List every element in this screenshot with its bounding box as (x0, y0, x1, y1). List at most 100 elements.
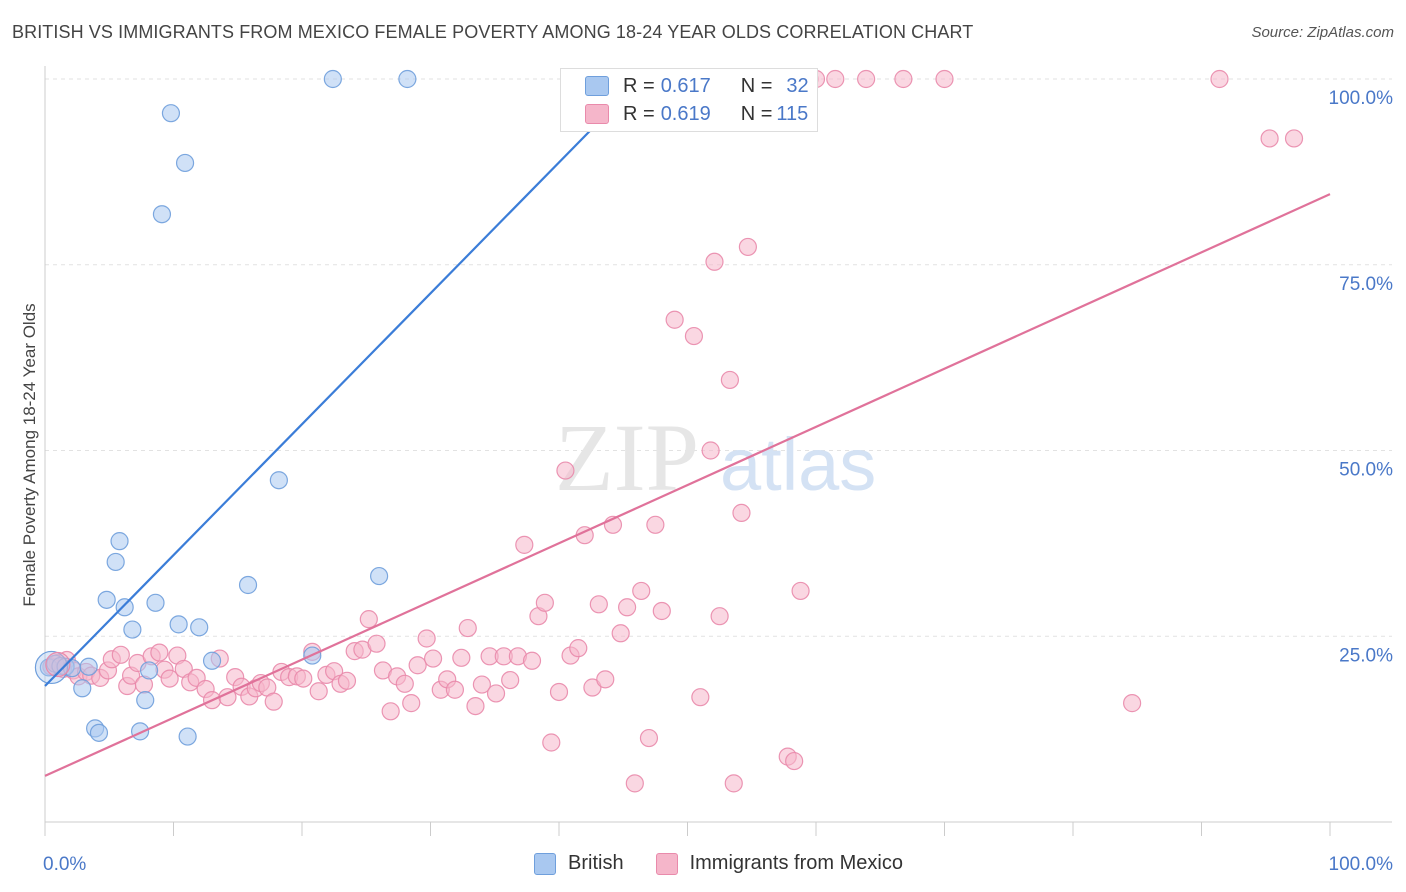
mexico-point (402, 694, 421, 713)
mexico-point (535, 593, 554, 612)
british-legend-swatch (534, 852, 556, 875)
y-tick-label-25: 25.0% (1339, 645, 1393, 666)
british-cluster-point (34, 650, 69, 685)
x-tick-label-0: 0.0% (43, 854, 86, 875)
legend-item-british[interactable]: British (534, 852, 624, 875)
legend-row-mexico: R = 0.619 N = 115 (585, 100, 808, 128)
legend-row-british: R = 0.617 N = 32 (585, 72, 809, 100)
mexico-point (646, 515, 665, 534)
mexico-point (423, 649, 443, 668)
british-legend-label: British (568, 852, 624, 874)
series-legend: British Immigrants from Mexico (534, 852, 935, 875)
mexico-point (1284, 129, 1304, 148)
mexico-point (486, 684, 506, 703)
mexico-point (732, 503, 751, 523)
mexico-point (738, 237, 757, 257)
british-point (97, 590, 116, 609)
watermark: ZIP atlas (555, 404, 876, 511)
british-point (106, 552, 125, 572)
mexico-point (309, 682, 328, 701)
mexico-trend-line (44, 193, 1331, 777)
mexico-point (408, 656, 427, 675)
tick-labels: 0.0% 100.0% 25.0% 50.0% 75.0% 100.0% (43, 88, 1393, 875)
legend-item-mexico[interactable]: Immigrants from Mexico (655, 852, 903, 875)
british-point (269, 471, 288, 490)
british-point (370, 566, 389, 586)
mexico-point (652, 601, 671, 621)
correlation-legend: R = 0.617 N = 32 R = 0.619 N = 115 (560, 68, 818, 132)
mexico-point (472, 675, 491, 694)
mexico-point (1123, 694, 1142, 713)
axes (44, 66, 1392, 836)
mexico-point (556, 461, 575, 480)
mexico-point (445, 680, 465, 699)
mexico-point (515, 535, 534, 554)
mexico-point (684, 326, 704, 346)
british-point (89, 723, 109, 742)
mexico-point (701, 441, 720, 460)
british-r-value: 0.617 (660, 74, 711, 97)
mexico-point (569, 639, 588, 658)
mexico-point (705, 252, 724, 271)
data-points (34, 69, 1304, 793)
mexico-point (264, 692, 283, 711)
british-trend-line (44, 130, 591, 687)
mexico-point (935, 69, 954, 89)
mexico-point (589, 595, 608, 614)
british-point (152, 205, 172, 224)
british-point (238, 575, 258, 595)
mexico-point (501, 670, 520, 690)
british-point (169, 615, 188, 634)
british-point (115, 598, 134, 617)
british-point (73, 679, 92, 698)
mexico-n-value: 115 (776, 102, 809, 125)
mexico-point (691, 688, 710, 707)
y-tick-label-75: 75.0% (1339, 274, 1393, 295)
british-point (398, 69, 417, 89)
mexico-point (294, 669, 313, 688)
mexico-point (1210, 69, 1229, 89)
mexico-point (466, 696, 485, 716)
mexico-point (857, 69, 876, 89)
mexico-point (395, 674, 414, 693)
y-tick-label-100: 100.0% (1329, 88, 1394, 109)
british-point (202, 651, 222, 670)
british-point (110, 532, 129, 551)
mexico-legend-swatch (655, 852, 678, 875)
british-point (161, 104, 181, 123)
watermark-zip: ZIP (555, 404, 699, 511)
mexico-point (381, 702, 400, 721)
watermark-atlas: atlas (720, 423, 876, 506)
source-credit: Source: ZipAtlas.com (1251, 24, 1394, 41)
mexico-point (522, 651, 542, 670)
mexico-point (785, 751, 804, 771)
mexico-swatch (585, 104, 609, 124)
mexico-legend-label: Immigrants from Mexico (689, 852, 903, 874)
british-swatch (585, 76, 609, 96)
mexico-point (720, 370, 740, 390)
british-point (123, 620, 142, 639)
british-point (136, 691, 155, 710)
british-point (178, 727, 197, 746)
british-point (323, 69, 342, 89)
mexico-point (625, 774, 644, 793)
mexico-r-label: R = (623, 102, 655, 125)
mexico-point (724, 774, 743, 793)
british-n-label: N = (740, 74, 773, 97)
mexico-point (665, 310, 684, 329)
y-tick-label-50: 50.0% (1339, 460, 1393, 481)
british-point (79, 657, 98, 676)
mexico-point (791, 581, 810, 601)
mexico-point (150, 643, 169, 662)
mexico-n-label: N = (740, 102, 773, 125)
mexico-point (458, 618, 477, 638)
mexico-cluster-point (45, 651, 71, 678)
british-point (190, 618, 209, 637)
mexico-point (583, 678, 602, 697)
mexico-point (596, 670, 615, 689)
mexico-point (894, 69, 913, 89)
mexico-point (549, 682, 569, 702)
mexico-point (337, 671, 357, 690)
mexico-point (359, 610, 378, 629)
mexico-point (639, 728, 659, 748)
